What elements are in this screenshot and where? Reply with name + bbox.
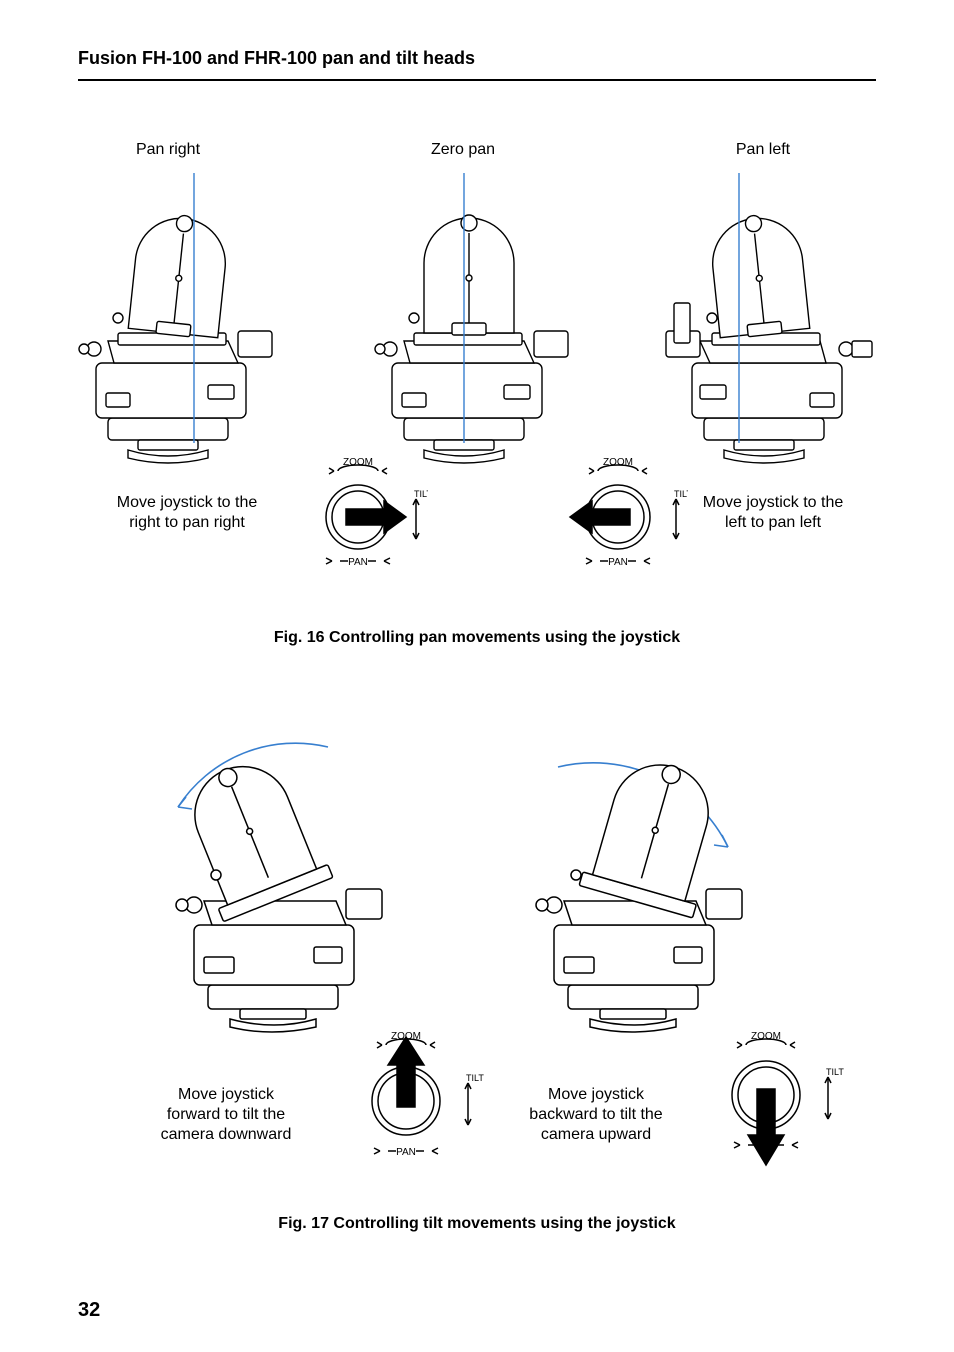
joy-right-caption: Move joystick to the right to pan right [92,493,282,533]
joy-left-caption: Move joystick to the left to pan left [678,493,868,533]
device-pan-left [634,173,874,473]
figure-16-canvas: Pan right Zero pan Pan left [78,141,876,601]
figure-16: Pan right Zero pan Pan left [78,141,876,647]
figure-17-canvas: ZOOM PAN TILT [78,707,876,1187]
page-number: 32 [78,1299,100,1322]
device-pan-right [78,173,298,473]
figure-17: ZOOM PAN TILT [78,707,876,1233]
joystick-forward-icon: ZOOM PAN TILT [334,1027,484,1167]
joy-fwd-line1: Move joystick [178,1086,274,1103]
svg-text:TILT: TILT [826,1067,844,1077]
svg-text:PAN: PAN [608,557,628,568]
joy-back-line1: Move joystick [548,1086,644,1103]
joy-right-line2: right to pan right [129,514,245,531]
label-pan-right: Pan right [136,141,200,159]
tilt-label: TILT [414,489,428,499]
joystick-back-icon: ZOOM PAN TILT [694,1027,844,1177]
joy-fwd-line3: camera downward [161,1126,292,1143]
joystick-right-icon: ZOOM PAN TILT [288,453,428,573]
joy-back-line2: backward to tilt the [529,1106,662,1123]
device-tilt-up [498,707,758,1047]
pan-label: PAN [348,557,368,568]
joystick-left-icon: ZOOM PAN TILT [548,453,688,573]
joy-fwd-line2: forward to tilt the [167,1106,285,1123]
figure-16-caption: Fig. 16 Controlling pan movements using … [78,629,876,647]
label-pan-left: Pan left [736,141,790,159]
joy-back-line3: camera upward [541,1126,651,1143]
joy-fwd-caption: Move joystick forward to tilt the camera… [126,1085,326,1145]
joy-left-line2: left to pan left [725,514,821,531]
label-zero-pan: Zero pan [431,141,495,159]
figure-17-caption: Fig. 17 Controlling tilt movements using… [78,1215,876,1233]
joy-left-line1: Move joystick to the [703,494,844,511]
joy-back-caption: Move joystick backward to tilt the camer… [496,1085,696,1145]
device-zero-pan [374,173,574,473]
header-title: Fusion FH-100 and FHR-100 pan and tilt h… [78,48,876,69]
joy-right-line1: Move joystick to the [117,494,258,511]
device-tilt-down [138,707,398,1047]
svg-text:PAN: PAN [756,1141,776,1152]
page-header: Fusion FH-100 and FHR-100 pan and tilt h… [78,48,876,81]
svg-text:PAN: PAN [396,1147,416,1158]
svg-text:TILT: TILT [466,1073,484,1083]
